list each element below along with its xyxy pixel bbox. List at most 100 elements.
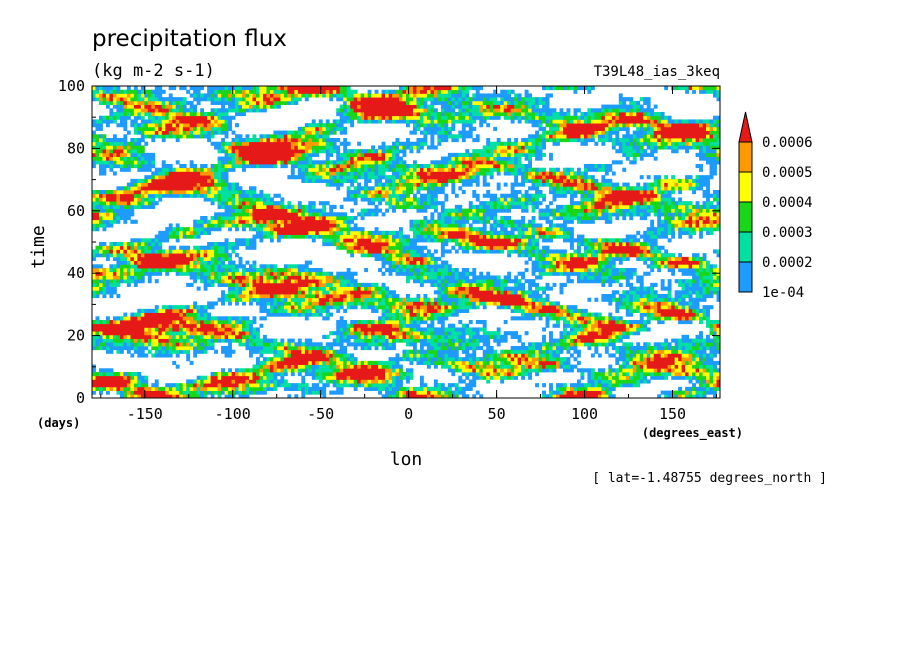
field-cell <box>255 357 260 362</box>
field-cell <box>273 234 278 239</box>
field-cell <box>290 312 299 317</box>
field-cell <box>172 334 177 339</box>
field-cell <box>590 175 595 180</box>
field-cell <box>235 197 239 202</box>
field-cell <box>137 260 142 265</box>
field-cell <box>252 290 257 295</box>
field-cell <box>203 219 208 224</box>
field-cell <box>371 286 375 291</box>
field-cell <box>364 386 379 391</box>
field-cell <box>280 160 285 165</box>
field-cell <box>228 271 232 276</box>
field-cell <box>130 164 135 169</box>
field-cell <box>475 204 480 209</box>
field-cell <box>569 256 585 261</box>
field-cell <box>451 394 456 399</box>
field-cell <box>500 349 505 354</box>
field-cell <box>528 152 536 157</box>
field-cell <box>440 204 445 209</box>
field-cell <box>98 290 103 295</box>
field-cell <box>426 305 435 310</box>
field-cell <box>423 312 428 317</box>
field-cell <box>566 264 588 269</box>
field-cell <box>92 256 96 261</box>
field-cell <box>688 234 693 239</box>
field-cell <box>573 357 578 362</box>
field-cell <box>545 178 550 183</box>
field-cell <box>207 338 212 343</box>
field-cell <box>653 186 658 191</box>
field-cell <box>203 349 208 354</box>
field-cell <box>563 338 567 343</box>
field-cell <box>109 245 114 250</box>
field-cell <box>196 264 201 269</box>
field-cell <box>549 331 553 336</box>
field-cell <box>706 260 710 265</box>
field-cell <box>660 204 665 209</box>
field-cell <box>130 260 135 265</box>
field-cell <box>116 271 121 276</box>
field-cell <box>336 349 348 354</box>
field-cell <box>437 334 442 339</box>
field-cell <box>109 164 114 169</box>
field-cell <box>200 230 205 235</box>
field-cell <box>339 238 344 243</box>
field-cell <box>433 164 438 169</box>
field-cell <box>367 208 382 213</box>
field-cell <box>632 349 637 354</box>
field-cell <box>430 227 435 232</box>
field-cell <box>301 375 306 380</box>
field-cell <box>716 290 721 295</box>
field-cell <box>716 193 721 198</box>
field-cell <box>636 204 641 209</box>
field-cell <box>681 227 693 232</box>
field-cell <box>650 249 662 254</box>
field-cell <box>594 216 599 221</box>
field-cell <box>346 193 351 198</box>
field-cell <box>245 260 250 265</box>
field-cell <box>228 256 232 261</box>
field-cell <box>531 201 543 206</box>
field-cell <box>193 186 198 191</box>
field-cell <box>489 375 494 380</box>
field-cell <box>290 208 299 213</box>
field-cell <box>692 253 700 258</box>
field-cell <box>378 164 386 169</box>
field-cell <box>332 383 337 388</box>
field-cell <box>552 316 560 321</box>
field-cell <box>423 227 428 232</box>
field-cell <box>249 379 257 384</box>
field-cell <box>406 357 410 362</box>
field-cell <box>706 290 710 295</box>
field-cell <box>130 204 135 209</box>
field-cell <box>301 167 306 172</box>
field-cell <box>559 208 567 213</box>
field-cell <box>699 212 714 217</box>
field-cell <box>559 390 564 395</box>
field-cell <box>632 357 641 362</box>
field-cell <box>688 290 693 295</box>
field-cell <box>458 390 466 395</box>
field-cell <box>608 372 613 377</box>
field-cell <box>590 268 595 273</box>
field-cell <box>695 186 703 191</box>
field-cell <box>601 212 609 217</box>
field-cell <box>280 294 285 299</box>
field-cell <box>433 197 438 202</box>
field-cell <box>399 175 403 180</box>
field-cell <box>126 275 131 280</box>
field-cell <box>249 297 253 302</box>
field-cell <box>587 186 592 191</box>
field-cell <box>500 227 508 232</box>
field-cell <box>646 286 651 291</box>
field-cell <box>290 308 299 313</box>
field-cell <box>412 268 421 273</box>
field-cell <box>419 353 424 358</box>
field-cell <box>374 375 379 380</box>
field-cell <box>702 360 721 365</box>
field-cell <box>716 197 721 202</box>
field-cell <box>430 360 435 365</box>
field-cell <box>144 375 149 380</box>
field-cell <box>500 230 505 235</box>
field-cell <box>664 219 669 224</box>
